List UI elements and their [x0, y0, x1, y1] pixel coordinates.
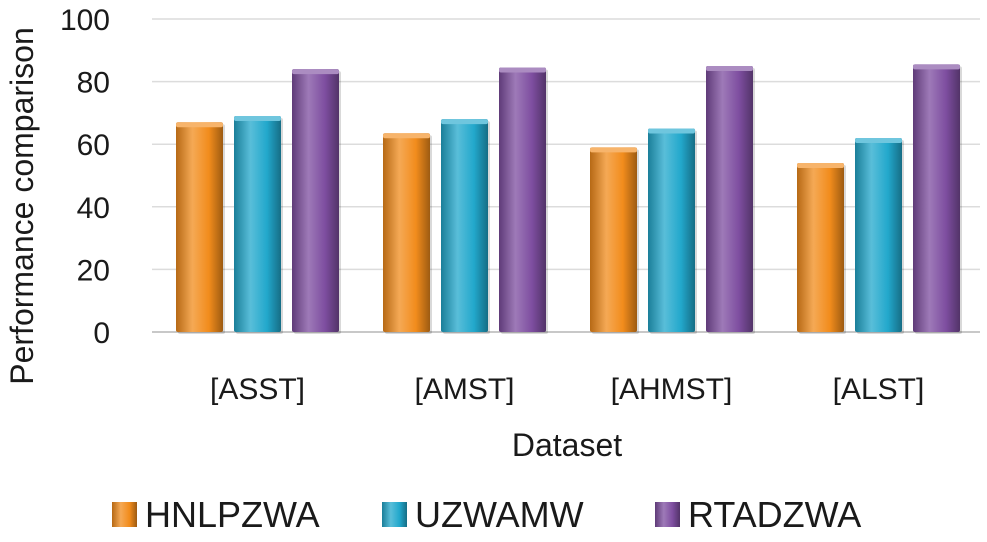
bar-uzwamw-amst [441, 119, 488, 332]
bar-hnlpzwa-ahmst [590, 147, 637, 332]
y-tick-label: 80 [77, 67, 110, 100]
bar-top-highlight [234, 116, 281, 122]
bar-top-highlight [797, 162, 844, 168]
y-tick-label: 20 [77, 254, 110, 287]
bar-top-highlight [913, 64, 960, 70]
bar-rtadzwa-ahmst [706, 65, 753, 332]
y-tick-labels: 0 20 40 60 80 100 [60, 4, 110, 350]
y-tick-label: 60 [77, 129, 110, 162]
legend-label: RTADZWA [688, 494, 861, 535]
legend-label: UZWAMW [415, 494, 584, 535]
y-tick-label: 40 [77, 192, 110, 225]
legend-label: HNLPZWA [145, 494, 320, 535]
bar-top-highlight [706, 65, 753, 71]
bar-hnlpzwa-asst [176, 122, 223, 332]
y-axis-title: Performance comparison [4, 27, 40, 384]
y-tick-label: 100 [60, 4, 110, 37]
bar-hnlpzwa-amst [383, 133, 430, 332]
bars [176, 64, 962, 334]
bar-uzwamw-asst [234, 116, 281, 332]
bar-rtadzwa-asst [292, 69, 339, 332]
bar-uzwamw-ahmst [648, 128, 695, 332]
bar-top-highlight [590, 147, 637, 153]
bar-hnlpzwa-alst [797, 162, 844, 332]
x-category-label: [AHMST] [611, 373, 733, 406]
bar-rtadzwa-amst [499, 67, 546, 332]
x-axis-title: Dataset [512, 427, 622, 463]
x-category-label: [ASST] [210, 373, 305, 406]
x-category-label: [AMST] [414, 373, 514, 406]
bar-top-highlight [441, 119, 488, 125]
bar-top-highlight [176, 122, 223, 128]
bar-top-highlight [292, 69, 339, 75]
bar-top-highlight [383, 133, 430, 139]
bar-rtadzwa-alst [913, 64, 960, 332]
bar-top-highlight [499, 67, 546, 73]
x-category-labels: [ASST] [AMST] [AHMST] [ALST] [210, 373, 924, 406]
bar-top-highlight [648, 128, 695, 134]
bar-uzwamw-alst [855, 137, 902, 332]
legend: HNLPZWA UZWAMW RTADZWA [112, 494, 861, 535]
y-tick-label: 0 [93, 317, 110, 350]
x-category-label: [ALST] [833, 373, 925, 406]
legend-swatch [112, 502, 137, 527]
bar-top-highlight [855, 137, 902, 143]
legend-swatch [382, 502, 407, 527]
legend-swatch [655, 502, 680, 527]
